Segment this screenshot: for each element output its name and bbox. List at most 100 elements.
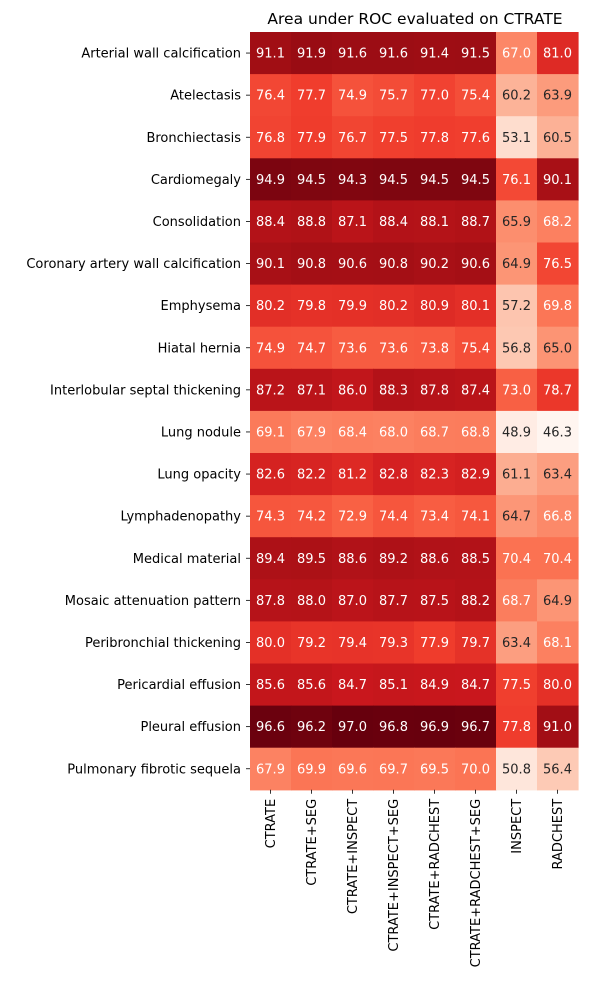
heatmap-cell [414,537,456,580]
cell-value-label: 67.9 [297,425,326,440]
heatmap-cell [414,200,456,244]
heatmap-cell [291,200,333,244]
column-tick-label: CTRATE [264,799,279,849]
heatmap-cell [373,747,415,791]
cell-value-label: 80.0 [256,636,285,651]
cell-value-label: 74.9 [338,89,367,104]
cell-value-label: 69.6 [338,762,367,777]
cell-value-label: 87.2 [256,383,285,398]
cell-value-label: 77.5 [379,131,408,146]
heatmap-cell [332,158,374,201]
heatmap-cell [291,621,333,665]
heatmap-cell [250,453,292,496]
cell-value-label: 91.5 [461,47,490,62]
column-tick-label: RADCHEST [551,799,566,870]
cell-value-label: 88.3 [379,383,408,398]
cell-value-label: 89.2 [379,552,408,567]
heatmap-cell [455,495,497,538]
cell-value-label: 77.8 [502,720,531,735]
heatmap-cell [537,284,579,328]
heatmap-cell [250,621,292,665]
cell-value-label: 76.5 [543,257,572,272]
cell-value-label: 96.9 [420,720,449,735]
cell-value-label: 70.4 [543,552,572,567]
heatmap-cell [250,747,292,791]
cell-value-label: 88.6 [420,552,449,567]
cell-value-label: 68.7 [420,425,449,440]
cell-value-label: 65.0 [543,341,572,356]
heatmap-cell [373,116,415,159]
cell-value-label: 64.7 [502,510,531,525]
cell-value-label: 77.8 [420,131,449,146]
heatmap-cell [455,284,497,328]
heatmap-cell [291,410,333,454]
heatmap-cell [496,32,538,75]
column-tick-label: INSPECT [510,799,525,854]
heatmap-cell [537,200,579,244]
row-tick-label: Consolidation [153,215,241,230]
heatmap-cell [455,200,497,244]
cell-value-label: 82.6 [256,468,285,483]
cell-value-label: 68.8 [461,425,490,440]
cell-value-label: 73.6 [338,341,367,356]
cell-value-label: 63.4 [543,468,572,483]
cell-value-label: 57.2 [502,299,531,314]
cell-value-label: 80.0 [543,678,572,693]
heatmap-cell [373,453,415,496]
heatmap-cell [291,705,333,749]
heatmap-cell [496,663,538,707]
row-tick-label: Pleural effusion [140,720,241,735]
heatmap-cell [291,663,333,707]
heatmap-cell [537,453,579,496]
heatmap-cell [455,663,497,707]
cell-value-label: 88.0 [297,594,326,609]
row-tick-label: Interlobular septal thickening [50,383,241,398]
cell-value-label: 88.7 [461,215,490,230]
cell-value-label: 88.8 [297,215,326,230]
cell-value-label: 74.2 [297,510,326,525]
cell-value-label: 69.9 [297,762,326,777]
cell-value-label: 85.6 [256,678,285,693]
cell-value-label: 72.9 [338,510,367,525]
cell-value-label: 56.8 [502,341,531,356]
column-tick-label: CTRATE+RADCHEST [428,799,443,930]
heatmap-cell [496,495,538,538]
cell-value-label: 53.1 [502,131,531,146]
heatmap-cell [291,579,333,622]
heatmap-cell [291,74,333,117]
heatmap-cell [332,453,374,496]
cell-value-label: 82.9 [461,468,490,483]
column-tick-label: CTRATE+RADCHEST+SEG [469,799,484,968]
heatmap-cell [537,326,579,370]
cell-value-label: 94.5 [297,173,326,188]
cell-value-label: 88.5 [461,552,490,567]
heatmap-cell [250,158,292,201]
heatmap-cell [496,453,538,496]
heatmap-cell [291,495,333,538]
heatmap-cell [373,158,415,201]
cell-value-label: 60.2 [502,89,531,104]
heatmap-cell [332,74,374,117]
heatmap-cell [291,242,333,286]
cell-value-label: 73.4 [420,510,449,525]
cell-value-label: 77.6 [461,131,490,146]
heatmap-cell [455,368,497,412]
heatmap-cell [455,747,497,791]
heatmap-cell [332,32,374,75]
heatmap-cell [373,705,415,749]
cell-value-label: 68.1 [543,636,572,651]
heatmap-cell [373,495,415,538]
cell-value-label: 82.8 [379,468,408,483]
cell-value-label: 76.1 [502,173,531,188]
cell-value-label: 90.6 [461,257,490,272]
cell-value-label: 87.1 [338,215,367,230]
heatmap-cell [250,410,292,454]
cell-value-label: 69.7 [379,762,408,777]
heatmap-cell [373,368,415,412]
cell-value-label: 77.0 [420,89,449,104]
heatmap-cell [332,705,374,749]
cell-value-label: 87.4 [461,383,490,398]
heatmap-cell [414,747,456,791]
heatmap-cell [455,621,497,665]
heatmap-cell [537,621,579,665]
